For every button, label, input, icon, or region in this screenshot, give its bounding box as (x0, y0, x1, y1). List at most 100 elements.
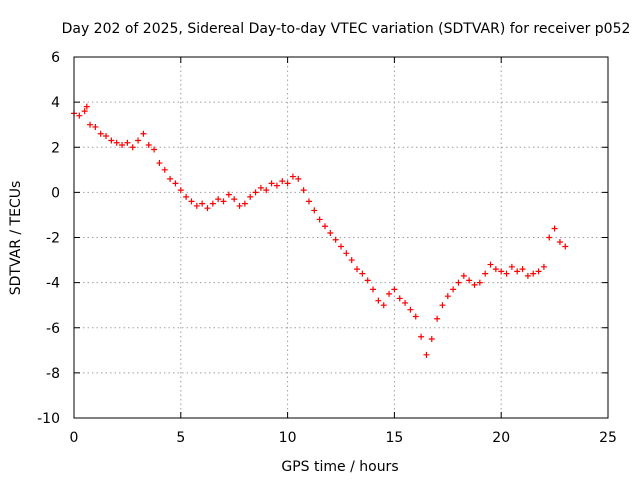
y-tick-label: 2 (51, 140, 60, 156)
data-point (428, 336, 435, 343)
data-point (498, 268, 505, 275)
data-point (167, 175, 174, 182)
data-point (487, 261, 494, 268)
data-point (386, 290, 393, 297)
data-point (519, 266, 526, 273)
data-point (551, 225, 558, 232)
data-point (482, 270, 489, 277)
data-point (236, 202, 243, 209)
x-tick-label: 0 (70, 430, 79, 446)
data-point (546, 234, 553, 241)
chart-title: Day 202 of 2025, Sidereal Day-to-day VTE… (62, 21, 631, 37)
data-point (231, 196, 238, 203)
data-point (407, 306, 414, 313)
data-point (418, 333, 425, 340)
data-point (247, 193, 254, 200)
data-point (439, 302, 446, 309)
data-point (476, 279, 483, 286)
data-point (225, 191, 232, 198)
data-point (151, 146, 158, 153)
data-point (514, 268, 521, 275)
data-point (220, 198, 227, 205)
y-axis-label: SDTVAR / TECUs (8, 181, 24, 296)
x-tick-label: 25 (599, 430, 617, 446)
data-point (343, 250, 350, 257)
data-point (311, 207, 318, 214)
data-point (535, 268, 542, 275)
x-tick-label: 20 (492, 430, 510, 446)
data-points (71, 103, 569, 358)
data-point (402, 299, 409, 306)
data-point (423, 351, 430, 358)
data-point (530, 270, 537, 277)
data-point (252, 189, 259, 196)
data-point (503, 270, 510, 277)
data-point (268, 180, 275, 187)
y-tick-label: -4 (46, 276, 60, 292)
data-point (161, 166, 168, 173)
data-point (108, 137, 115, 144)
data-point (455, 279, 462, 286)
data-point (119, 141, 126, 148)
data-point (188, 198, 195, 205)
data-point (332, 236, 339, 243)
data-point (338, 243, 344, 250)
data-point (193, 202, 200, 209)
data-point (434, 315, 441, 322)
data-point (380, 302, 387, 309)
axis-ticks: 0 5 10 15 20 25 -10 -8 -6 -4 -2 0 2 4 6 (37, 50, 617, 446)
data-point (524, 272, 531, 279)
data-point (466, 277, 473, 284)
data-point (450, 286, 457, 293)
data-point (156, 160, 163, 167)
data-point (556, 239, 563, 246)
data-point (257, 184, 264, 191)
y-tick-label: -10 (37, 411, 60, 427)
data-point (370, 286, 377, 293)
data-point (113, 139, 120, 146)
data-point (396, 295, 403, 302)
data-point (359, 270, 366, 277)
data-point (348, 257, 355, 264)
data-point (97, 130, 104, 137)
data-point (508, 263, 515, 270)
data-point (300, 187, 307, 194)
y-tick-label: 0 (51, 185, 60, 201)
data-point (199, 200, 206, 207)
data-point (279, 178, 286, 185)
data-point (83, 103, 90, 110)
data-point (81, 108, 88, 115)
data-point (471, 281, 478, 288)
data-point (492, 266, 499, 273)
data-point (412, 313, 419, 320)
data-point (140, 130, 147, 137)
data-point (263, 187, 270, 194)
data-point (135, 137, 142, 144)
grid-lines (74, 57, 608, 418)
data-point (145, 141, 152, 148)
x-tick-label: 5 (176, 430, 185, 446)
plot-frame (73, 56, 609, 419)
data-point (241, 200, 248, 207)
data-point (183, 193, 190, 200)
data-point (209, 200, 216, 207)
y-tick-label: -2 (46, 231, 60, 247)
data-point (305, 198, 312, 205)
data-point (540, 263, 547, 270)
data-point (321, 223, 328, 230)
data-point (215, 196, 222, 203)
data-point (172, 180, 179, 187)
y-tick-label: 4 (51, 95, 60, 111)
data-point (295, 175, 302, 182)
data-point (562, 243, 569, 250)
data-point (391, 286, 398, 293)
y-tick-label: 6 (51, 50, 60, 66)
data-point (124, 139, 131, 146)
data-point (364, 277, 371, 284)
x-axis-label: GPS time / hours (281, 459, 398, 475)
data-point (460, 272, 467, 279)
x-tick-label: 15 (385, 430, 403, 446)
data-point (375, 297, 382, 304)
x-tick-label: 10 (279, 430, 297, 446)
